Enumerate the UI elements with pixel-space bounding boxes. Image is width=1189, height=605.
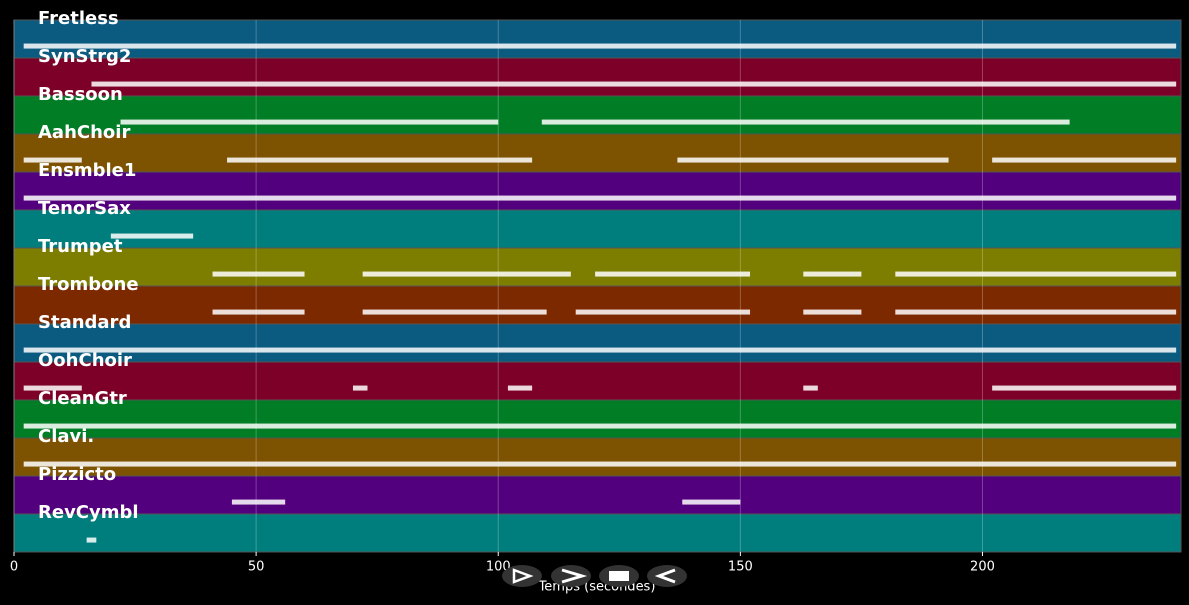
- track-label: AahChoir: [38, 122, 130, 143]
- track-lane: [13, 323, 1182, 363]
- play-button[interactable]: [502, 565, 542, 587]
- plot-area: Fretless SynStrg2 Bassoon AahChoir Ensmble1 T…: [10, 8, 1182, 575]
- track-lane: [13, 361, 1182, 401]
- note-cluster: [803, 309, 862, 315]
- note-cluster: [212, 271, 305, 277]
- note-cluster: [227, 157, 533, 163]
- note-cluster: [23, 157, 82, 163]
- track-lane: [13, 285, 1182, 325]
- player-controls: [502, 565, 687, 587]
- note-cluster: [575, 309, 751, 315]
- track-lane: [13, 95, 1182, 135]
- track-label: SynStrg2: [38, 46, 131, 67]
- track-label: Trombone: [38, 274, 139, 295]
- back-icon: [654, 568, 676, 584]
- track-label: Bassoon: [38, 84, 123, 105]
- x-tick-label: 150: [728, 560, 753, 575]
- track-lane: [13, 399, 1182, 439]
- stop-icon: [609, 571, 629, 581]
- track-label: TenorSax: [38, 198, 131, 219]
- forward-icon: [561, 568, 588, 584]
- track-lane: [13, 57, 1182, 97]
- track-lane: [13, 513, 1182, 553]
- note-cluster: [86, 537, 97, 543]
- note-cluster: [110, 233, 194, 239]
- note-cluster: [541, 119, 1070, 125]
- track-label: OohChoir: [38, 350, 132, 371]
- x-tick-label: 50: [248, 560, 265, 575]
- track-label: Pizzicto: [38, 464, 116, 485]
- track-lane: [13, 133, 1182, 173]
- note-cluster: [803, 271, 862, 277]
- note-cluster: [352, 385, 368, 391]
- note-cluster: [803, 385, 818, 391]
- note-cluster: [595, 271, 751, 277]
- track-label: Standard: [38, 312, 131, 333]
- note-cluster: [895, 309, 1177, 315]
- note-cluster: [992, 157, 1177, 163]
- note-cluster: [23, 347, 1177, 353]
- note-cluster: [682, 499, 741, 505]
- note-cluster: [677, 157, 949, 163]
- note-cluster: [23, 43, 1177, 49]
- note-cluster: [23, 423, 1177, 429]
- note-cluster: [23, 385, 82, 391]
- note-cluster: [23, 461, 1177, 467]
- track-lane: [13, 475, 1182, 515]
- track-label: Clavi.: [38, 426, 94, 447]
- track-lane: [13, 19, 1182, 59]
- note-cluster: [992, 385, 1177, 391]
- note-cluster: [23, 195, 1177, 201]
- track-label: Fretless: [38, 8, 119, 29]
- note-cluster: [507, 385, 533, 391]
- track-label: Ensmble1: [38, 160, 136, 181]
- note-cluster: [362, 271, 571, 277]
- back-button[interactable]: [647, 565, 687, 587]
- x-tick-label: 0: [10, 560, 18, 575]
- track-lane: [13, 171, 1182, 211]
- note-cluster: [91, 81, 1177, 87]
- note-cluster: [212, 309, 305, 315]
- play-icon: [512, 568, 534, 584]
- x-tick-label: 200: [970, 560, 995, 575]
- forward-button[interactable]: [551, 565, 591, 587]
- track-label: CleanGtr: [38, 388, 127, 409]
- track-label: RevCymbl: [38, 502, 139, 523]
- track-lane: [13, 437, 1182, 477]
- note-cluster: [231, 499, 286, 505]
- track-lane: [13, 209, 1182, 249]
- note-cluster: [120, 119, 499, 125]
- track-label: Trumpet: [38, 236, 123, 257]
- track-lane: [13, 247, 1182, 287]
- note-cluster: [362, 309, 547, 315]
- note-cluster: [895, 271, 1177, 277]
